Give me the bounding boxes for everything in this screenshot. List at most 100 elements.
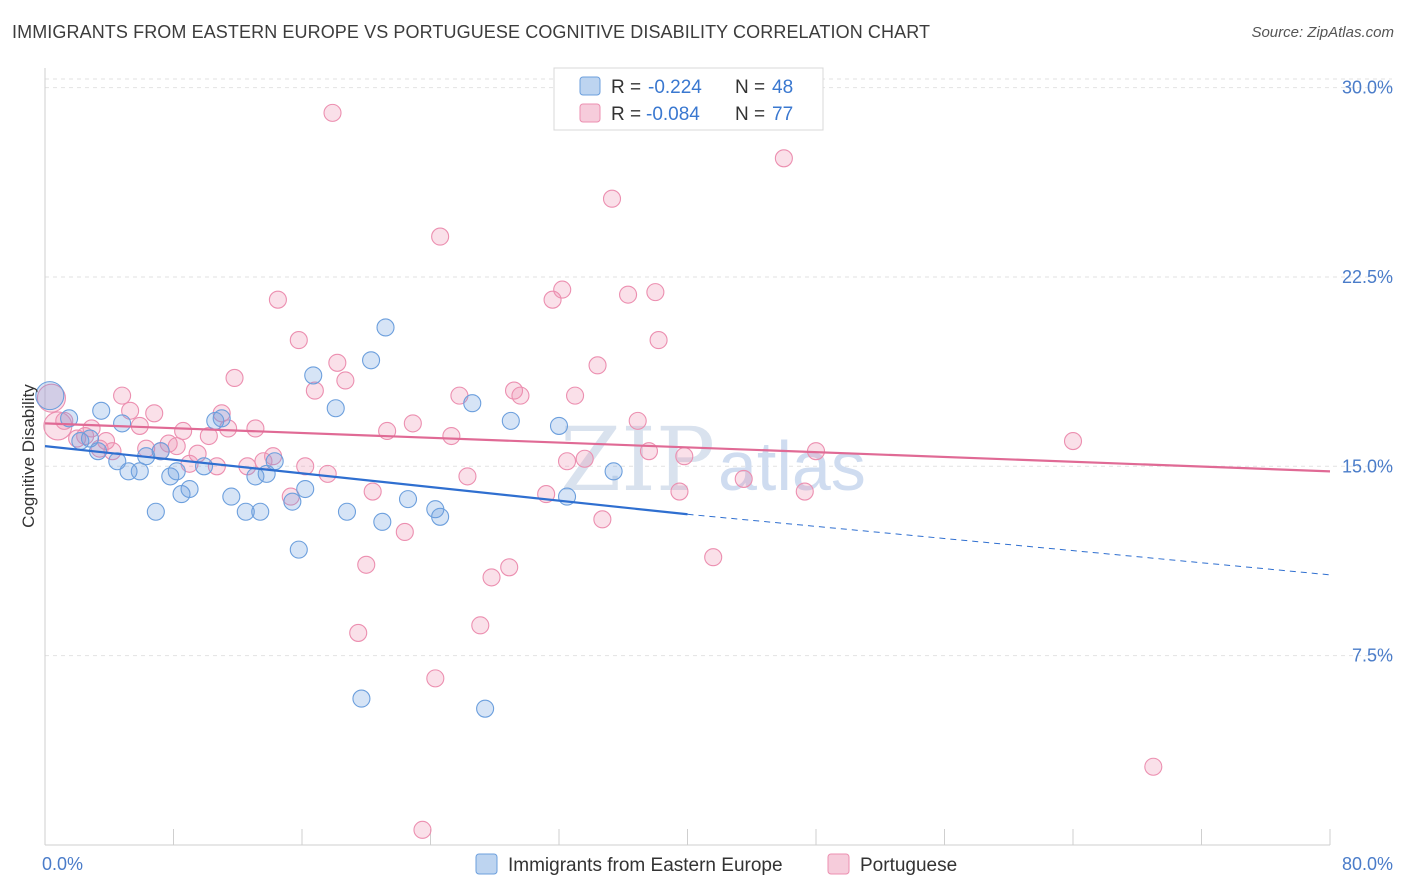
eastern-europe-point-35 xyxy=(376,318,395,337)
portuguese-point-26 xyxy=(246,419,265,438)
y-tick-label-1: 15.0% xyxy=(1342,456,1393,476)
eastern-europe-point-11 xyxy=(146,502,165,521)
portuguese-point-16 xyxy=(167,437,186,456)
portuguese-point-72 xyxy=(774,149,793,168)
series-immigrants-points xyxy=(36,103,1163,839)
eastern-europe-point-42 xyxy=(549,416,569,435)
y-tick-label-0: 7.5% xyxy=(1352,646,1393,666)
eastern-europe-point-12 xyxy=(151,442,170,461)
eastern-europe-point-25 xyxy=(265,452,284,471)
portuguese-point-44 xyxy=(426,669,445,688)
legend-n-label-2: N = xyxy=(735,104,765,125)
eastern-europe-point-33 xyxy=(362,351,381,370)
eastern-europe-point-0 xyxy=(35,381,65,411)
portuguese-point-49 xyxy=(471,616,490,635)
x-tick-labels: 0.0% 80.0% xyxy=(42,854,1393,874)
portuguese-point-71 xyxy=(734,469,753,488)
eastern-europe-point-23 xyxy=(251,502,270,521)
x-tick-label-max: 80.0% xyxy=(1342,854,1393,874)
y-tick-labels: 7.5% 15.0% 22.5% 30.0% xyxy=(1342,78,1393,666)
legend-r-label-1: R = xyxy=(611,77,641,98)
portuguese-point-31 xyxy=(289,331,308,350)
portuguese-point-58 xyxy=(566,386,585,405)
legend-swatch-eastern-europe xyxy=(579,76,601,96)
source-label: Source: ZipAtlas.com xyxy=(1251,24,1394,41)
series-legend: Immigrants from Eastern Europe Portugues… xyxy=(475,853,957,876)
legend-r-value-1: -0.224 xyxy=(648,77,702,98)
x-tick-label-min: 0.0% xyxy=(42,854,83,874)
portuguese-point-73 xyxy=(795,482,814,501)
portuguese-point-57 xyxy=(557,452,577,471)
portuguese-point-75 xyxy=(1063,432,1083,451)
eastern-europe-point-32 xyxy=(352,689,371,708)
bottom-legend-portuguese: Portuguese xyxy=(860,855,957,876)
portuguese-point-50 xyxy=(482,568,501,587)
portuguese-point-60 xyxy=(588,356,607,375)
eastern-europe-point-14 xyxy=(167,462,186,481)
portuguese-point-59 xyxy=(575,449,594,468)
eastern-europe-point-21 xyxy=(236,502,255,521)
portuguese-point-22 xyxy=(212,404,231,423)
legend-n-label-1: N = xyxy=(735,77,765,98)
legend-n-value-1: 48 xyxy=(772,77,793,98)
y-tick-label-2: 22.5% xyxy=(1342,267,1393,287)
bottom-legend-eastern-europe: Immigrants from Eastern Europe xyxy=(508,855,783,876)
portuguese-point-62 xyxy=(602,189,622,208)
portuguese-point-38 xyxy=(357,555,376,574)
eastern-europe-point-44 xyxy=(604,462,623,481)
chart-title: IMMIGRANTS FROM EASTERN EUROPE VS PORTUG… xyxy=(12,22,931,42)
portuguese-point-48 xyxy=(458,467,477,486)
portuguese-point-67 xyxy=(649,331,668,350)
eastern-europe-point-38 xyxy=(431,507,450,526)
eastern-europe-point-34 xyxy=(373,512,392,531)
portuguese-point-64 xyxy=(628,411,647,430)
portuguese-point-76 xyxy=(1144,757,1163,776)
eastern-europe-point-9 xyxy=(130,462,149,481)
y-axis-label: Cognitive Disability xyxy=(19,384,38,528)
portuguese-point-42 xyxy=(403,414,422,433)
eastern-europe-point-16 xyxy=(180,479,199,499)
portuguese-point-41 xyxy=(395,522,414,542)
stats-legend: R = -0.224 N = 48 R = -0.084 N = 77 xyxy=(553,67,824,131)
portuguese-point-24 xyxy=(225,368,244,388)
eastern-europe-point-29 xyxy=(304,366,323,385)
portuguese-point-45 xyxy=(431,227,450,246)
eastern-europe-point-28 xyxy=(296,479,315,499)
y-tick-label-3: 30.0% xyxy=(1342,78,1393,98)
axes xyxy=(44,68,1331,846)
eastern-europe-point-26 xyxy=(283,492,302,511)
trend-lines xyxy=(44,422,1331,576)
portuguese-point-70 xyxy=(704,548,723,567)
portuguese-point-61 xyxy=(593,510,612,529)
series-eastern-europe-points xyxy=(35,318,623,718)
portuguese-point-9 xyxy=(113,386,132,405)
portuguese-point-39 xyxy=(363,482,382,501)
portuguese-point-20 xyxy=(199,426,218,446)
watermark-atlas: atlas xyxy=(718,427,866,505)
eastern-europe-point-39 xyxy=(463,394,482,413)
portuguese-point-37 xyxy=(349,623,368,642)
portuguese-point-51 xyxy=(500,558,519,577)
portuguese-point-53 xyxy=(511,386,530,405)
eastern-europe-point-5 xyxy=(92,401,111,420)
portuguese-point-33 xyxy=(305,381,324,400)
grid-lines xyxy=(45,78,1392,657)
bottom-legend-swatch-portuguese xyxy=(827,853,850,875)
legend-r-label-2: R = xyxy=(611,104,641,125)
portuguese-point-77 xyxy=(323,103,342,122)
trend-line-eastern-europe-extension xyxy=(687,513,1331,576)
portuguese-point-36 xyxy=(336,371,355,390)
eastern-europe-point-31 xyxy=(337,502,357,521)
portuguese-point-13 xyxy=(145,404,164,423)
portuguese-point-4 xyxy=(76,426,95,446)
portuguese-point-63 xyxy=(619,285,638,304)
eastern-europe-point-7 xyxy=(113,414,132,433)
trend-line-portuguese xyxy=(44,422,1331,473)
trend-line-eastern-europe xyxy=(44,445,688,516)
watermark-zip: ZIP xyxy=(560,408,715,511)
portuguese-point-17 xyxy=(174,421,193,441)
legend-n-value-2: 77 xyxy=(772,104,793,125)
bottom-legend-swatch-eastern-europe xyxy=(475,853,498,875)
portuguese-point-66 xyxy=(646,283,665,302)
